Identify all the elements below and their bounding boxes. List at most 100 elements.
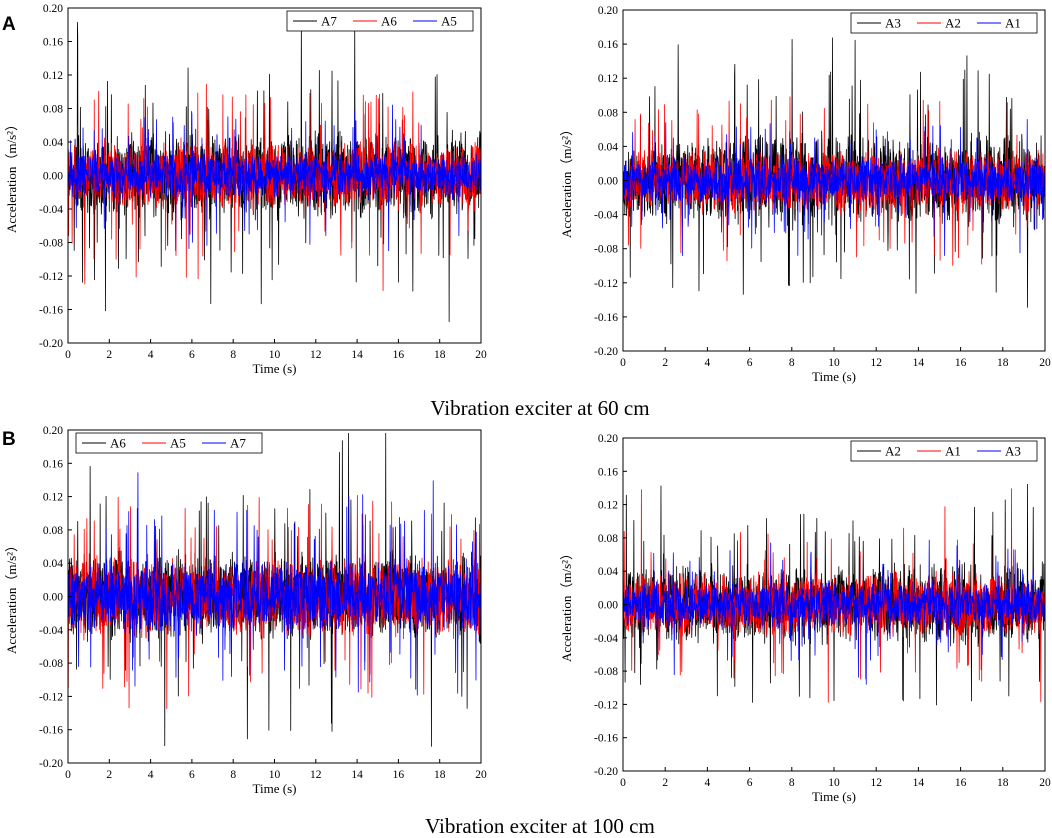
- y-axis-label: Acceleration（m/s²）: [559, 547, 574, 662]
- legend-label-a2: A2: [885, 444, 901, 459]
- x-tick-label: 8: [789, 357, 795, 369]
- y-tick-label: 0.04: [43, 558, 63, 570]
- x-tick-label: 14: [351, 349, 363, 361]
- x-tick-label: 6: [189, 769, 195, 781]
- legend-label-a1: A1: [945, 444, 961, 459]
- series-line-a1: [623, 119, 1045, 256]
- legend-label-a7: A7: [230, 436, 246, 451]
- y-axis-label: Acceleration（m/s²）: [559, 123, 574, 238]
- y-tick-label: -0.08: [594, 244, 618, 256]
- y-tick-label: -0.04: [39, 204, 63, 216]
- y-tick-label: 0.20: [43, 3, 63, 15]
- x-tick-label: 4: [705, 357, 711, 369]
- legend-label-a3: A3: [1005, 444, 1021, 459]
- legend-box: [850, 440, 1038, 462]
- y-tick-label: 0.08: [43, 525, 63, 537]
- x-tick-label: 12: [870, 357, 882, 369]
- x-axis-label: Time (s): [253, 361, 297, 376]
- x-tick-label: 0: [620, 357, 626, 369]
- y-tick-label: 0.00: [598, 176, 618, 188]
- x-axis-label: Time (s): [253, 781, 297, 796]
- x-tick-label: 2: [662, 357, 668, 369]
- legend-box: [850, 12, 1038, 34]
- x-tick-label: 16: [955, 777, 967, 789]
- x-tick-label: 10: [828, 357, 840, 369]
- x-tick-label: 18: [434, 769, 446, 781]
- y-axis-label: Acceleration（m/s²）: [4, 118, 19, 233]
- y-tick-label: 0.16: [43, 458, 63, 470]
- y-tick-label: -0.08: [39, 658, 63, 670]
- x-tick-label: 4: [705, 777, 711, 789]
- x-tick-label: 10: [269, 769, 281, 781]
- x-tick-label: 18: [434, 349, 446, 361]
- caption-panel-b: Vibration exciter at 100 cm: [425, 814, 655, 838]
- legend: A3 A2 A1: [850, 12, 1038, 34]
- x-tick-label: 2: [662, 777, 668, 789]
- y-axis-label: Acceleration（m/s²）: [4, 539, 19, 654]
- y-tick-label: -0.16: [39, 725, 63, 737]
- y-tick-label: -0.12: [39, 271, 63, 283]
- legend-label-a5: A5: [441, 14, 457, 29]
- x-tick-label: 0: [65, 349, 71, 361]
- chart-b-left: -0.20 -0.16 -0.12 -0.08 -0.04 0.00 0.04 0.08 0.1…: [4, 425, 487, 796]
- y-tick-label: 0.12: [598, 73, 618, 85]
- series-line-a2: [623, 96, 1045, 266]
- y-tick-label: 0.12: [598, 500, 618, 512]
- y-tick-label: 0.20: [598, 433, 618, 445]
- x-tick-label: 4: [148, 769, 154, 781]
- y-tick-label: 0.08: [598, 533, 618, 545]
- y-tick-label: -0.20: [39, 758, 63, 770]
- x-tick-label: 20: [1039, 357, 1051, 369]
- y-tick-label: 0.20: [598, 5, 618, 17]
- y-tick-label: 0.04: [598, 566, 618, 578]
- series-traces: [68, 432, 481, 747]
- y-tick-label: 0.04: [43, 137, 63, 149]
- charts-group: -0.20 -0.16 -0.12 -0.08 -0.04 0.00 0.04 0.08 0.1…: [4, 3, 1051, 804]
- y-tick-label: -0.20: [594, 346, 618, 358]
- y-tick-label: -0.16: [594, 733, 618, 745]
- legend-label-a3: A3: [885, 16, 901, 31]
- x-tick-label: 16: [393, 769, 405, 781]
- x-tick-label: 20: [475, 349, 487, 361]
- panel-b-label: B: [2, 429, 16, 450]
- y-tick-label: -0.16: [594, 312, 618, 324]
- x-tick-label: 12: [310, 769, 322, 781]
- x-tick-label: 4: [148, 349, 154, 361]
- y-tick-label: 0.16: [598, 466, 618, 478]
- chart-a-left: -0.20 -0.16 -0.12 -0.08 -0.04 0.00 0.04 0.08 0.1…: [4, 3, 487, 376]
- y-tick-label: 0.08: [43, 104, 63, 116]
- y-tick-label: -0.20: [39, 338, 63, 350]
- y-tick-label: -0.12: [594, 699, 618, 711]
- legend-label-a6: A6: [381, 14, 397, 29]
- x-tick-label: 10: [269, 349, 281, 361]
- x-tick-label: 8: [230, 349, 236, 361]
- x-axis-label: Time (s): [812, 789, 856, 804]
- x-tick-label: 8: [789, 777, 795, 789]
- chart-a-right: -0.20 -0.16 -0.12 -0.08 -0.04 0.00 0.04 0.08 0.1…: [559, 5, 1051, 384]
- x-tick-label: 6: [189, 349, 195, 361]
- x-tick-label: 6: [747, 777, 753, 789]
- x-tick-label: 16: [955, 357, 967, 369]
- y-tick-label: 0.00: [43, 171, 63, 183]
- x-tick-label: 8: [230, 769, 236, 781]
- legend-label-a7: A7: [321, 14, 337, 29]
- legend: A6 A5 A7: [75, 432, 263, 454]
- x-tick-label: 0: [65, 769, 71, 781]
- y-tick-label: -0.12: [594, 278, 618, 290]
- x-tick-label: 18: [997, 357, 1009, 369]
- y-tick-label: 0.08: [598, 107, 618, 119]
- y-tick-label: 0.12: [43, 492, 63, 504]
- x-tick-label: 12: [310, 349, 322, 361]
- x-tick-label: 0: [620, 777, 626, 789]
- legend-label-a1: A1: [1005, 16, 1021, 31]
- x-tick-label: 14: [351, 769, 363, 781]
- series-traces: [623, 483, 1045, 706]
- panel-a-label: A: [2, 14, 16, 35]
- y-tick-label: -0.12: [39, 691, 63, 703]
- x-tick-label: 12: [870, 777, 882, 789]
- y-tick-label: 0.00: [43, 592, 63, 604]
- y-tick-label: 0.00: [598, 600, 618, 612]
- series-traces: [68, 21, 481, 323]
- legend-box: [286, 10, 474, 32]
